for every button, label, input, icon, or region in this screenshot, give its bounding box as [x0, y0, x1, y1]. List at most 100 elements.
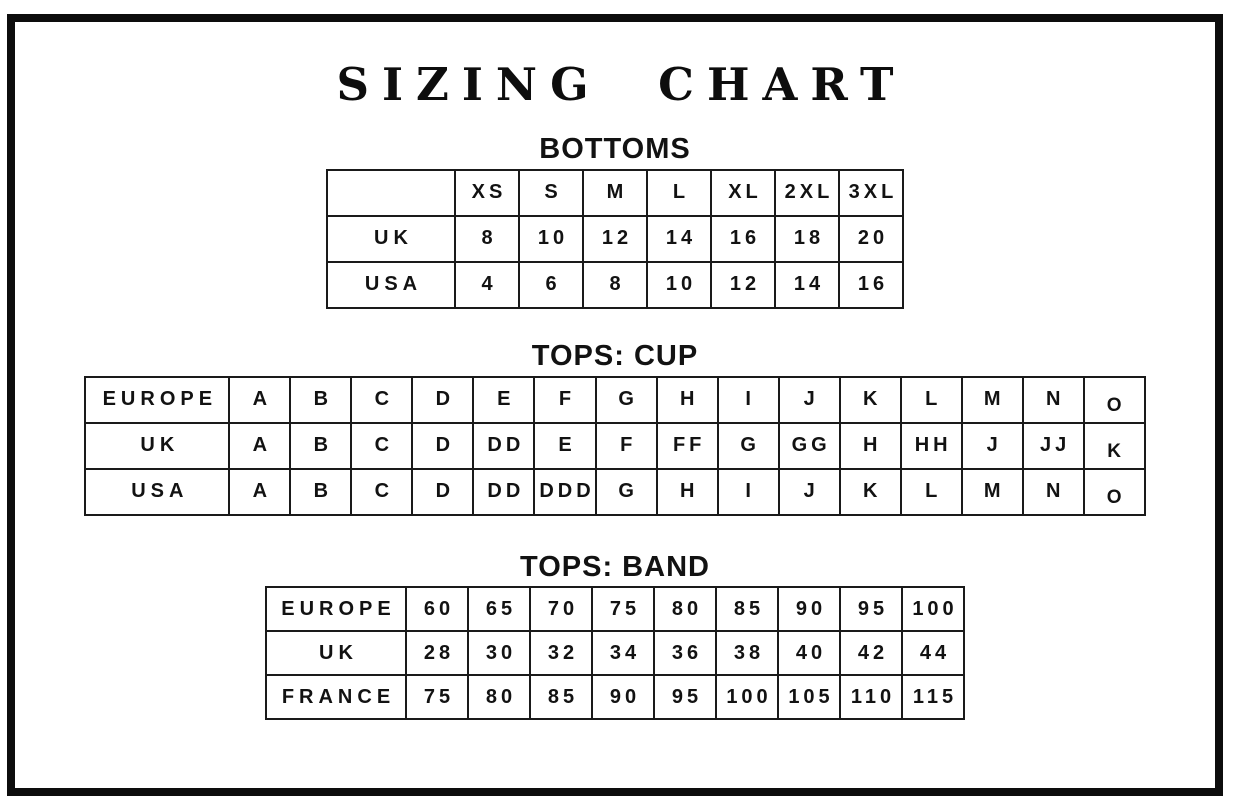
tops-band-size-table: EUROPE 60 65 70 75 80 85 90 95 100 UK 28 30 32 34 36 38 4… — [265, 586, 965, 721]
size-cell: A — [228, 467, 292, 516]
page-title: SIZING CHART — [336, 58, 907, 111]
size-cell: 10 — [518, 214, 584, 263]
size-cell: 16 — [838, 260, 904, 309]
size-cell: 28 — [405, 630, 469, 677]
size-cell: 16 — [710, 214, 776, 263]
size-cell: 80 — [653, 586, 717, 633]
size-cell: N — [1021, 467, 1085, 516]
region-label: UK — [326, 214, 456, 263]
section-bottoms: BOTTOMS XS S M L XL 2XL 3XL UK 8 10 12 14 16 18 20 USA 4… — [15, 132, 1215, 309]
size-cell: M — [960, 467, 1024, 516]
size-header-cell: XS — [454, 168, 520, 217]
section-title-bottoms: BOTTOMS — [539, 133, 691, 165]
size-cell: K — [1082, 421, 1146, 470]
size-cell: N — [1021, 375, 1085, 424]
size-cell: 32 — [529, 630, 593, 677]
size-cell: 8 — [582, 260, 648, 309]
size-cell: 95 — [653, 674, 717, 721]
size-cell: 70 — [529, 586, 593, 633]
size-cell: A — [228, 375, 292, 424]
section-title-tops-cup: TOPS: CUP — [531, 339, 699, 372]
size-cell: C — [350, 375, 414, 424]
size-cell: 12 — [710, 260, 776, 309]
size-cell: F — [533, 375, 597, 424]
size-cell: 36 — [653, 630, 717, 677]
size-cell: B — [289, 375, 353, 424]
size-row: USA 4 6 8 10 12 14 16 — [326, 260, 904, 309]
size-cell: GG — [777, 421, 841, 470]
size-cell: 44 — [901, 630, 965, 677]
size-cell: G — [594, 375, 658, 424]
size-cell: D — [411, 421, 475, 470]
size-cell: 80 — [467, 674, 531, 721]
size-header-cell: S — [518, 168, 584, 217]
section-tops-cup: TOPS: CUP EUROPE A B C D E F G H I J K L M N O UK A B C D DD E… — [15, 339, 1215, 516]
tops-cup-size-table: EUROPE A B C D E F G H I J K L M N O UK A B C D DD E F FF G GG H HH J… — [84, 375, 1146, 516]
size-cell: 14 — [646, 214, 712, 263]
size-row: FRANCE 75 80 85 90 95 100 105 110 115 — [265, 674, 965, 721]
size-cell: 6 — [518, 260, 584, 309]
size-cell: 110 — [839, 674, 903, 721]
size-cell: B — [289, 467, 353, 516]
size-cell: E — [472, 375, 536, 424]
size-cell: H — [838, 421, 902, 470]
size-cell: DD — [472, 421, 536, 470]
size-cell: O — [1082, 467, 1146, 516]
size-cell: D — [411, 375, 475, 424]
size-cell: DDD — [533, 467, 597, 516]
size-cell: K — [838, 375, 902, 424]
size-cell: F — [594, 421, 658, 470]
size-cell: G — [716, 421, 780, 470]
size-cell: HH — [899, 421, 963, 470]
size-cell: 14 — [774, 260, 840, 309]
size-cell: 90 — [591, 674, 655, 721]
size-cell: H — [655, 375, 719, 424]
size-cell: J — [777, 467, 841, 516]
size-header-cell: M — [582, 168, 648, 217]
size-header-cell: XL — [710, 168, 776, 217]
size-cell: 100 — [715, 674, 779, 721]
size-cell: O — [1082, 375, 1146, 424]
size-cell: 42 — [839, 630, 903, 677]
size-cell: C — [350, 467, 414, 516]
size-cell: FF — [655, 421, 719, 470]
size-cell: C — [350, 421, 414, 470]
size-cell: JJ — [1021, 421, 1085, 470]
size-cell: I — [716, 467, 780, 516]
size-cell: J — [960, 421, 1024, 470]
size-cell: M — [960, 375, 1024, 424]
size-row: UK 28 30 32 34 36 38 40 42 44 — [265, 630, 965, 677]
section-title-tops-band: TOPS: BAND — [520, 550, 710, 583]
region-label: USA — [326, 260, 456, 309]
size-cell: 38 — [715, 630, 779, 677]
size-cell: D — [411, 467, 475, 516]
region-label: UK — [84, 421, 231, 470]
region-label: UK — [265, 630, 407, 677]
size-cell: 40 — [777, 630, 841, 677]
size-cell: A — [228, 421, 292, 470]
size-header-cell: 2XL — [774, 168, 840, 217]
size-cell: K — [838, 467, 902, 516]
size-cell: 75 — [405, 674, 469, 721]
size-cell: 12 — [582, 214, 648, 263]
size-cell: DD — [472, 467, 536, 516]
size-cell: 65 — [467, 586, 531, 633]
size-cell: 115 — [901, 674, 965, 721]
size-cell: G — [594, 467, 658, 516]
size-cell: 75 — [591, 586, 655, 633]
size-cell: 10 — [646, 260, 712, 309]
outer-frame: SIZING CHART BOTTOMS XS S M L XL 2XL 3XL UK 8 10 1… — [7, 14, 1223, 796]
size-cell: I — [716, 375, 780, 424]
size-header-cell: L — [646, 168, 712, 217]
size-cell: 105 — [777, 674, 841, 721]
bottoms-size-table: XS S M L XL 2XL 3XL UK 8 10 12 14 16 18 20 USA 4 6 8 10 12 14… — [326, 168, 904, 309]
size-cell: 90 — [777, 586, 841, 633]
size-cell: E — [533, 421, 597, 470]
size-cell: 4 — [454, 260, 520, 309]
size-cell: 85 — [715, 586, 779, 633]
section-tops-band: TOPS: BAND EUROPE 60 65 70 75 80 85 90 95 100 UK 28… — [15, 550, 1215, 721]
size-row: UK 8 10 12 14 16 18 20 — [326, 214, 904, 263]
region-label: USA — [84, 467, 231, 516]
size-cell: 95 — [839, 586, 903, 633]
size-cell: H — [655, 467, 719, 516]
